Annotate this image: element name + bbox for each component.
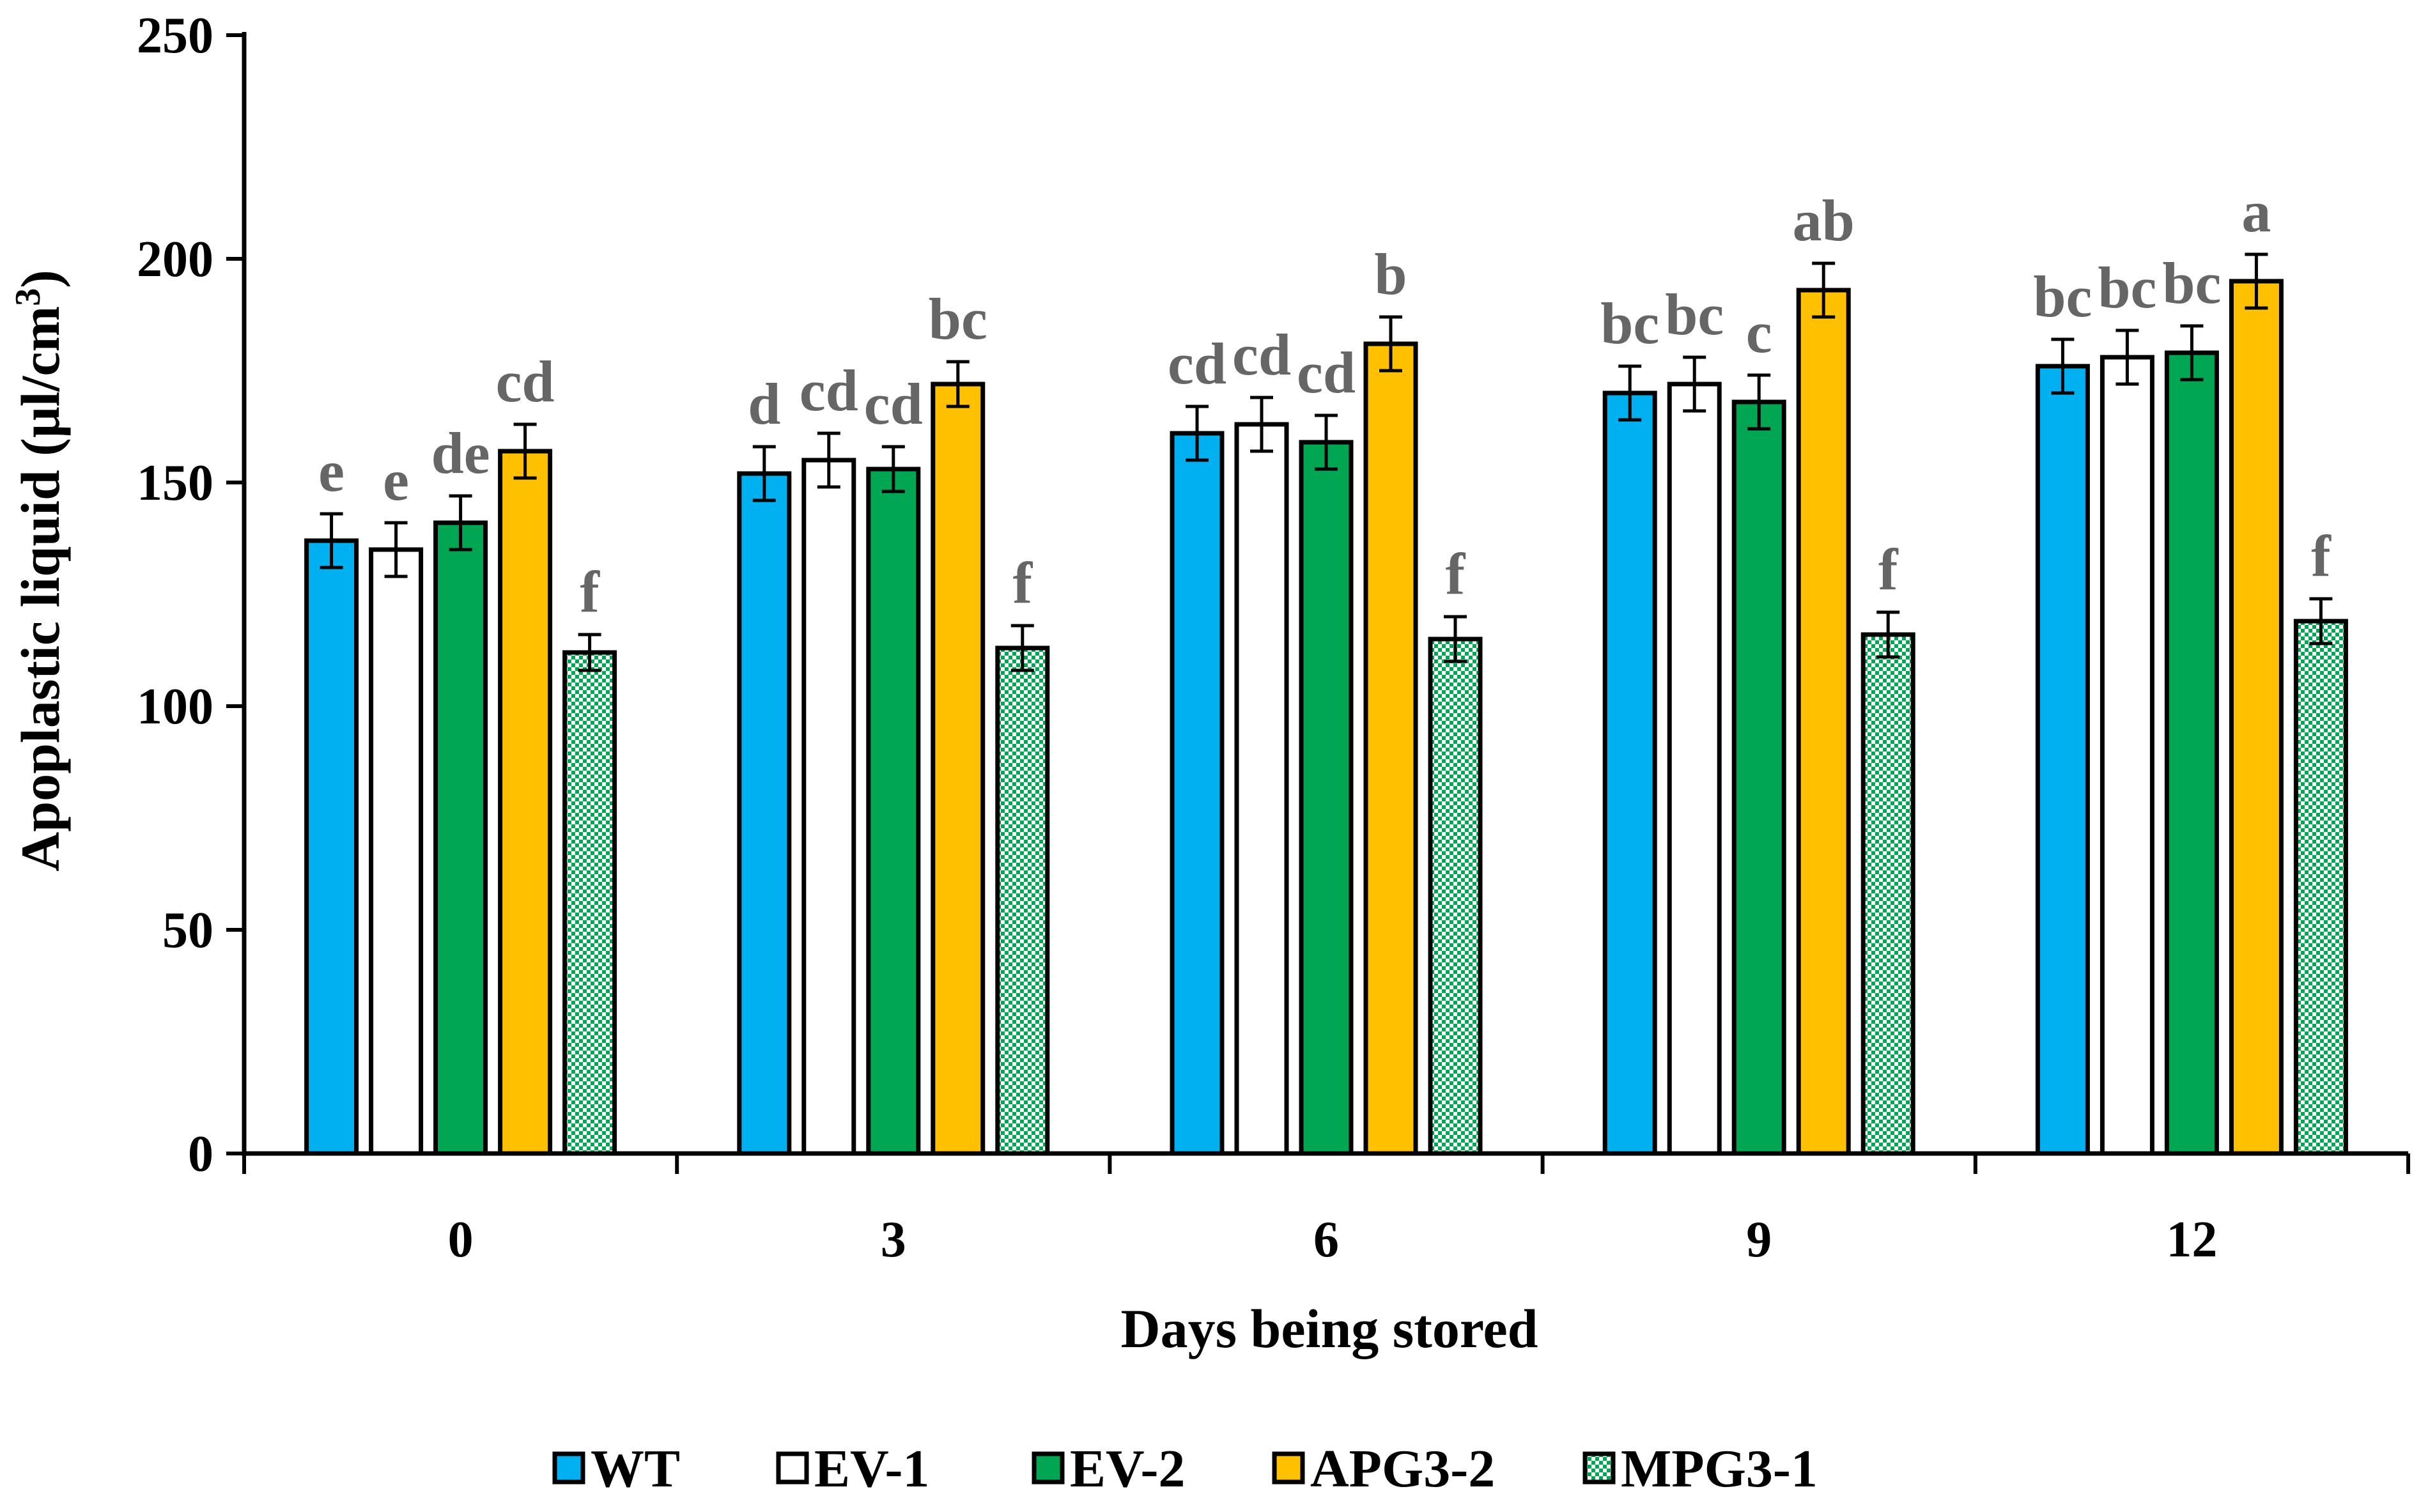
significance-label: cd [1168, 331, 1226, 396]
significance-label: f [2311, 523, 2332, 589]
significance-label: cd [496, 349, 555, 414]
significance-label: bc [929, 286, 987, 351]
bar [433, 520, 488, 1156]
significance-label: cd [864, 371, 923, 436]
legend: WT EV-1 EV-2 APG3-2 MPG3-1 [552, 1439, 1818, 1499]
significance-label: e [383, 447, 409, 513]
x-tick-label: 6 [1313, 1212, 1339, 1268]
legend-swatch [776, 1451, 809, 1485]
significance-label: bc [1665, 282, 1724, 347]
significance-label: e [318, 438, 344, 504]
x-tick-label: 3 [881, 1212, 906, 1268]
significance-label: b [1374, 242, 1407, 307]
legend-swatch [552, 1451, 585, 1485]
y-axis-title-close: ) [10, 270, 71, 288]
x-tick-label: 0 [448, 1212, 474, 1268]
bar [2100, 355, 2154, 1156]
bar [1602, 390, 1657, 1156]
significance-label: f [1446, 541, 1466, 606]
bar [1363, 341, 1418, 1156]
significance-label: c [1746, 300, 1772, 365]
bar [2164, 350, 2219, 1156]
y-tick-label: 100 [137, 679, 213, 735]
bar [369, 547, 424, 1156]
significance-label: cd [800, 358, 858, 423]
significance-label: d [748, 371, 780, 436]
legend-swatch [1582, 1451, 1616, 1485]
significance-label: bc [2162, 251, 2221, 316]
bar [1170, 431, 1225, 1156]
bar [866, 467, 921, 1156]
significance-label: bc [1600, 291, 1659, 356]
legend-label: EV-2 [1070, 1439, 1185, 1499]
significance-label: f [1012, 550, 1033, 615]
bar [1234, 422, 1289, 1156]
significance-label: bc [2033, 264, 2092, 329]
bar [2035, 364, 2090, 1156]
legend-label: APG3-2 [1310, 1439, 1495, 1499]
significance-label: de [431, 420, 490, 486]
bar [1731, 399, 1786, 1156]
bar [304, 538, 359, 1156]
bar [1796, 288, 1851, 1156]
y-tick-label: 0 [188, 1126, 213, 1182]
y-axis-title-superscript: 3 [8, 288, 48, 306]
legend-label: EV-1 [814, 1439, 929, 1499]
tick-labels: 0 50 100 150 200 250 0 3 6 9 12 [137, 8, 2217, 1268]
bar [2293, 619, 2348, 1156]
bar [498, 449, 553, 1156]
bar [931, 382, 986, 1156]
y-tick-label: 250 [137, 8, 213, 64]
y-tick-label: 50 [162, 902, 213, 959]
bar [1667, 382, 1722, 1156]
x-tick-label: 9 [1746, 1212, 1772, 1268]
x-axis-title: Days being stored [1120, 1298, 1538, 1359]
y-tick-label: 150 [137, 455, 213, 511]
significance-label: f [1878, 537, 1899, 602]
legend-label: MPG3-1 [1621, 1439, 1818, 1499]
x-tick-label: 12 [2166, 1212, 2217, 1268]
significance-label: cd [1297, 340, 1356, 405]
bar [2229, 279, 2284, 1156]
bar [737, 471, 792, 1156]
legend-swatch [1272, 1451, 1305, 1485]
significance-label: f [580, 559, 600, 624]
significance-label: cd [1232, 322, 1291, 387]
bar [801, 458, 856, 1156]
bar [1299, 440, 1354, 1156]
legend-label: WT [591, 1439, 680, 1499]
legend-swatch [1032, 1451, 1065, 1485]
significance-label: bc [2098, 255, 2156, 320]
bar [1860, 632, 1915, 1156]
bar [562, 650, 617, 1156]
significance-label: a [2241, 179, 2271, 244]
y-axis-title-text: Apoplastic liquid (μl/cm [10, 306, 71, 872]
bar [1428, 636, 1483, 1156]
significance-label: ab [1793, 188, 1855, 253]
y-tick-label: 200 [137, 231, 213, 288]
bar [995, 645, 1050, 1156]
y-axis-title: Apoplastic liquid (μl/cm3) [8, 270, 71, 872]
